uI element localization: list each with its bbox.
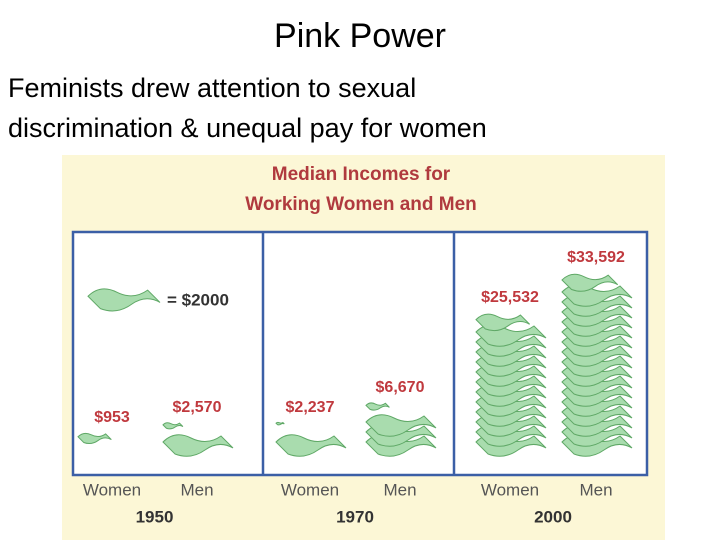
body-text: discrimination & unequal pay for women <box>8 113 487 143</box>
slide-title: Pink Power <box>274 17 446 55</box>
bill <box>162 422 184 430</box>
bill <box>561 273 619 292</box>
series-label: Women <box>83 480 141 499</box>
bill <box>365 414 437 437</box>
series-label: Women <box>481 480 539 499</box>
value-label: $953 <box>94 409 130 426</box>
value-label: $2,570 <box>173 399 222 416</box>
bill <box>475 313 530 332</box>
bill <box>365 402 390 411</box>
x-category-label: 1970 <box>336 507 374 526</box>
bill <box>162 434 234 457</box>
chart-title: Median Incomes for <box>272 164 451 185</box>
body-text: Feminists drew attention to sexual <box>8 73 416 103</box>
x-category-label: 2000 <box>534 507 572 526</box>
value-label: $33,592 <box>567 249 625 266</box>
bill-stack <box>365 402 437 457</box>
bill-stack <box>475 313 547 457</box>
bill <box>87 288 161 312</box>
bill <box>77 432 112 445</box>
series-label: Men <box>383 480 416 499</box>
bill-stack <box>162 422 234 457</box>
value-label: $25,532 <box>481 289 539 306</box>
value-label: $6,670 <box>376 379 425 396</box>
bill <box>275 434 347 457</box>
plot-frame <box>71 230 649 477</box>
x-category-label: 1950 <box>136 507 174 526</box>
value-label: $2,237 <box>286 399 335 416</box>
series-label: Women <box>281 480 339 499</box>
series-label: Men <box>579 480 612 499</box>
bill <box>275 421 285 426</box>
legend-label: = $2000 <box>167 290 229 309</box>
bill-stack <box>275 421 347 457</box>
bill-stack <box>77 432 112 445</box>
legend-icon <box>87 288 161 312</box>
bill-stack <box>561 273 633 457</box>
series-label: Men <box>180 480 213 499</box>
chart-title: Working Women and Men <box>245 194 477 215</box>
